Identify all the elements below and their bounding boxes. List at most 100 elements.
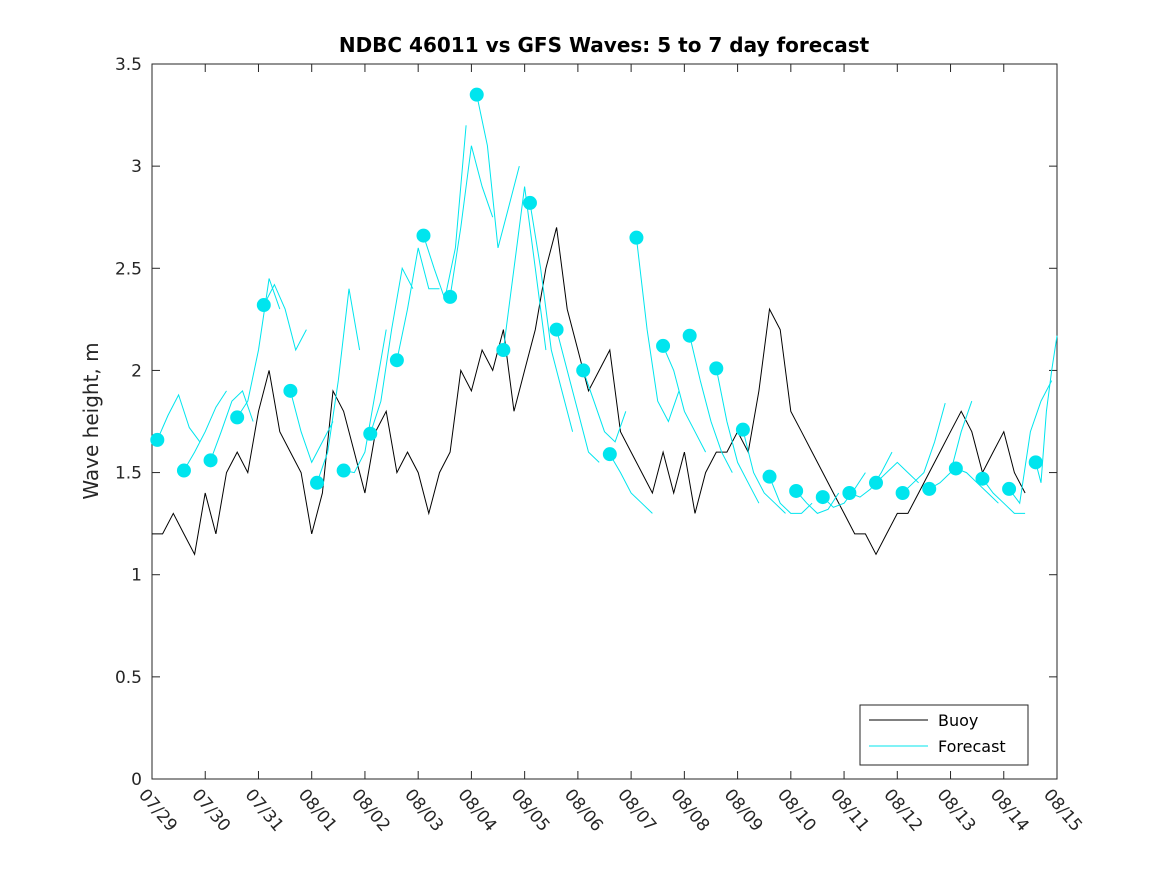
forecast-series-line [715, 368, 760, 504]
forecast-start-marker [656, 338, 671, 353]
y-tick-label: 2.5 [115, 259, 142, 279]
legend: Buoy Forecast [859, 704, 1029, 766]
plot-frame [151, 63, 1058, 780]
forecast-start-marker [922, 481, 937, 496]
forecast-start-marker [602, 447, 617, 462]
forecast-series-line [183, 390, 227, 471]
forecast-start-marker [256, 298, 271, 313]
x-tick-label: 08/08 [667, 785, 714, 835]
x-tick-label: 08/02 [347, 785, 394, 835]
forecast-start-marker [762, 469, 777, 484]
x-tick-label: 08/05 [507, 785, 554, 835]
legend-buoy-label: Buoy [938, 711, 978, 730]
forecast-series-line [476, 94, 520, 249]
forecast-start-marker [230, 410, 245, 425]
forecast-series-line [1035, 335, 1058, 483]
forecast-series-line [795, 490, 840, 514]
forecast-start-marker [549, 322, 564, 337]
x-tick-label: 08/07 [613, 785, 660, 835]
forecast-start-marker [895, 486, 910, 500]
forecast-start-marker [576, 363, 591, 378]
forecast-start-marker [815, 490, 830, 505]
legend-box [859, 704, 1029, 766]
x-tick-label: 08/04 [454, 785, 501, 835]
forecast-start-marker [1028, 455, 1043, 470]
forecast-start-marker [842, 486, 857, 500]
forecast-start-marker [150, 432, 165, 447]
y-tick-label: 1 [131, 566, 142, 586]
x-tick-label: 08/13 [933, 785, 980, 835]
forecast-start-marker [310, 475, 325, 490]
forecast-series-line [849, 451, 893, 498]
buoy-series-line [152, 227, 1026, 556]
forecast-series-line [875, 461, 919, 484]
forecast-series-line [156, 393, 201, 443]
x-tick-label: 08/11 [826, 785, 873, 835]
forecast-start-marker [1002, 481, 1017, 496]
forecast-series-line [582, 370, 627, 443]
forecast-series-line [449, 145, 494, 297]
y-tick-label: 1.5 [115, 464, 142, 484]
forecast-series-line [689, 335, 733, 473]
forecast-series-line [210, 389, 254, 461]
forecast-series-line [902, 402, 946, 494]
forecast-series-line [396, 247, 440, 361]
x-tick-label: 08/12 [879, 785, 926, 835]
y-tick-label: 3.5 [115, 55, 142, 75]
forecast-series-line [343, 329, 387, 474]
x-tick-label: 08/15 [1039, 785, 1086, 835]
forecast-start-marker [336, 463, 351, 478]
forecast-start-marker [389, 353, 404, 368]
forecast-series-line [769, 476, 813, 514]
forecast-start-marker [629, 230, 644, 245]
forecast-start-marker [283, 383, 298, 398]
forecast-series-line [502, 186, 547, 351]
forecast-start-marker [709, 361, 724, 376]
forecast-start-marker [496, 343, 511, 357]
forecast-start-marker [682, 328, 697, 343]
x-tick-label: 07/29 [134, 785, 181, 835]
forecast-series-line [635, 237, 680, 423]
forecast-start-marker [869, 475, 883, 490]
plot-area: 00.511.522.533.507/29 07/30 07/31 08/01 08/0… [115, 55, 1086, 836]
forecast-series-line [742, 429, 786, 514]
forecast-series-line [662, 345, 707, 453]
x-tick-label: 07/30 [187, 785, 234, 835]
forecast-series-line [982, 478, 1026, 514]
x-tick-label: 08/03 [400, 785, 447, 835]
forecast-series-line [263, 283, 307, 352]
forecast-series-line [316, 288, 361, 483]
legend-forecast-label: Forecast [938, 737, 1006, 756]
forecast-start-marker [203, 453, 218, 468]
forecast-start-marker [975, 471, 990, 486]
forecast-start-marker [522, 195, 537, 210]
x-tick-label: 08/06 [560, 785, 607, 835]
forecast-start-marker [363, 426, 378, 441]
forecast-series-line [609, 453, 653, 514]
y-tick-label: 0 [131, 770, 142, 790]
forecast-start-marker [176, 463, 191, 478]
y-axis-label: Wave height, m [79, 342, 103, 499]
forecast-series-line [1008, 380, 1053, 505]
y-tick-label: 2 [131, 361, 142, 381]
forecast-start-marker [948, 461, 963, 476]
y-tick-label: 0.5 [115, 668, 142, 688]
forecast-start-marker [469, 87, 484, 102]
x-tick-label: 07/31 [241, 785, 288, 835]
forecast-start-marker [789, 483, 804, 498]
forecast-series-line [289, 390, 334, 464]
chart-title: NDBC 46011 vs GFS Waves: 5 to 7 day fore… [339, 33, 870, 57]
forecast-series-line [822, 472, 866, 508]
forecast-start-marker [443, 289, 458, 304]
forecast-series-line [556, 329, 600, 463]
forecast-start-marker [735, 422, 750, 437]
y-tick-label: 3 [131, 157, 142, 177]
x-tick-label: 08/14 [986, 785, 1033, 835]
x-tick-label: 08/10 [773, 785, 820, 835]
x-tick-label: 08/09 [720, 785, 767, 835]
x-tick-label: 08/01 [294, 785, 341, 835]
forecast-series-line [369, 266, 414, 434]
forecast-start-marker [416, 228, 431, 243]
